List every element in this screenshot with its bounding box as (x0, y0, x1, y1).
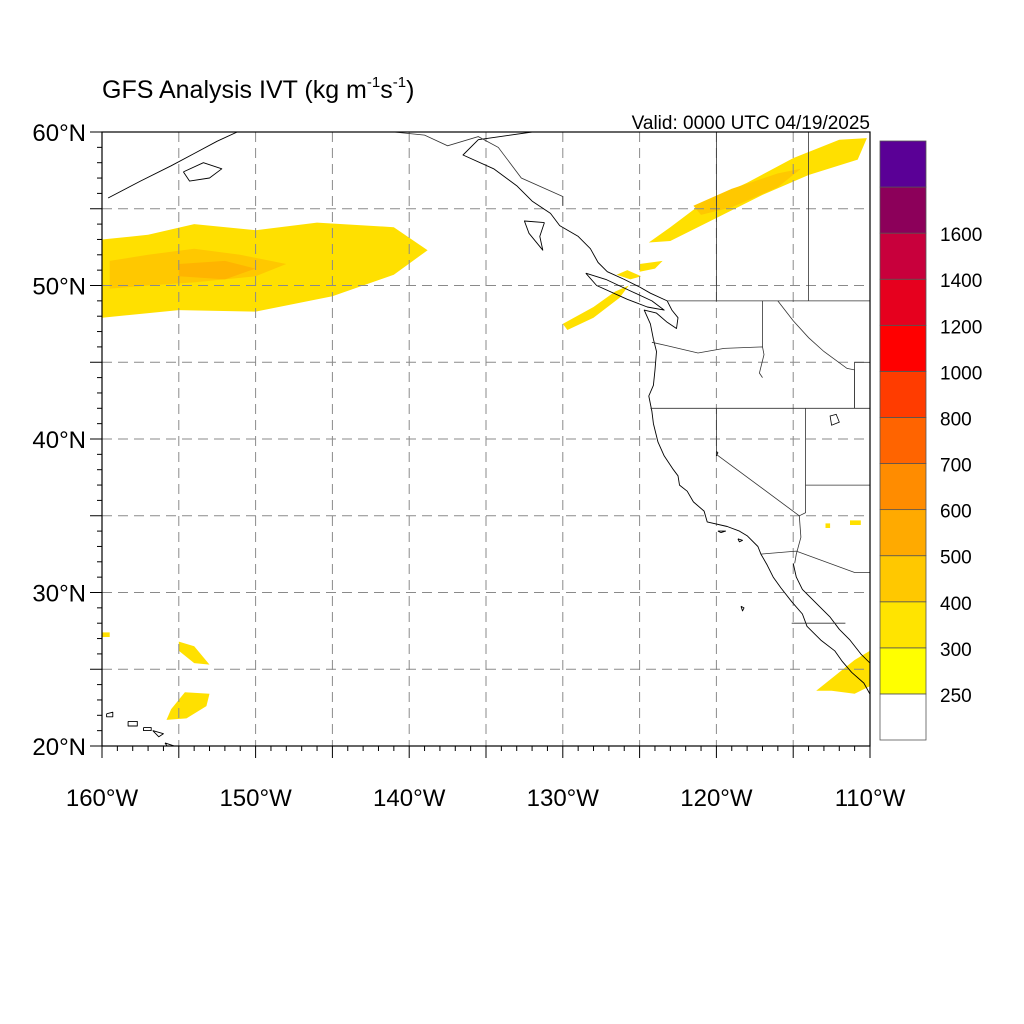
lat-label: 40°N (32, 427, 86, 454)
coastline (106, 711, 114, 718)
axis-ticks (90, 131, 871, 758)
colorbar-swatch (879, 463, 927, 511)
colorbar-swatch (879, 370, 927, 418)
lat-label: 30°N (32, 581, 86, 608)
colorbar-label: 700 (940, 456, 972, 477)
lon-label: 150°W (219, 785, 292, 812)
colorbar-swatch (879, 509, 927, 557)
ivt-region-10 (166, 692, 210, 720)
political-border (799, 408, 806, 517)
ivt-region-13 (825, 523, 831, 528)
ivt-region-6 (562, 285, 629, 330)
colorbar-swatch (879, 278, 927, 326)
ivt-region-2 (178, 260, 256, 280)
ivt-region-4 (693, 168, 801, 215)
ivt-region-9 (178, 641, 210, 665)
coastline (523, 220, 545, 251)
coastline (127, 720, 138, 727)
colorbar-swatch (879, 601, 927, 649)
ivt-region-5 (639, 260, 663, 272)
colorbar-swatch (879, 647, 927, 695)
colorbar-swatch (879, 324, 927, 372)
coastline (462, 132, 870, 702)
colorbar-swatch (879, 555, 927, 603)
lon-label: 110°W (835, 785, 906, 812)
lat-label: 20°N (32, 734, 86, 761)
colorbar-label: 800 (940, 409, 972, 430)
coastline (740, 605, 745, 612)
ivt-region-8 (816, 650, 870, 694)
colorbar-label: 400 (940, 594, 972, 615)
coastline (183, 162, 223, 182)
coastline (164, 742, 176, 746)
colorbar-label: 1600 (940, 225, 982, 246)
colorbar-label: 1400 (940, 271, 982, 292)
lon-label: 140°W (373, 785, 446, 812)
coastlines-layer (106, 132, 870, 746)
political-border (760, 550, 870, 573)
map-title: GFS Analysis IVT (kg m-1s-1) (102, 74, 414, 104)
colorbar-swatch (879, 232, 927, 280)
political-border (393, 132, 564, 206)
coastline (152, 730, 164, 738)
colorbar-swatch (879, 693, 927, 741)
colorbar-label: 500 (940, 548, 972, 569)
lake-outline (829, 413, 840, 426)
coastline (585, 272, 665, 311)
coastline (717, 530, 727, 534)
lat-label: 60°N (32, 120, 86, 147)
lon-label: 120°W (680, 785, 753, 812)
colorbar-label: 1000 (940, 363, 982, 384)
coastline (107, 132, 238, 199)
latitude-labels: 60°N 50°N 40°N 30°N 20°N (32, 120, 86, 761)
colorbar-label: 1200 (940, 317, 982, 338)
colorbar-label: 300 (940, 640, 972, 661)
political-border (716, 408, 802, 555)
lat-label: 50°N (32, 274, 86, 301)
ivt-colorbar: 250 300 400 500 600 700 800 1000 1200 1400 1600 (879, 140, 982, 741)
ivt-shading-layer (102, 138, 870, 720)
lakes-layer (716, 413, 840, 457)
lon-label: 160°W (66, 785, 139, 812)
colorbar-swatch (879, 417, 927, 464)
colorbar-label: 600 (940, 502, 972, 523)
ivt-region-7 (616, 270, 642, 280)
ivt-region-11 (102, 632, 110, 637)
political-borders-layer (393, 132, 870, 624)
coastline (143, 727, 152, 732)
graticule (102, 132, 870, 746)
political-border (794, 554, 797, 564)
coastline (792, 563, 870, 664)
colorbar-swatch (879, 140, 927, 188)
coastline (737, 538, 743, 543)
title-superscript-1: -1 (367, 74, 380, 91)
political-border (777, 300, 855, 409)
political-border (651, 341, 765, 378)
plot-area (102, 132, 870, 746)
title-superscript-2: -1 (393, 74, 406, 91)
lon-label: 130°W (527, 785, 600, 812)
colorbar-label: 250 (940, 686, 972, 707)
ivt-region-12 (850, 520, 861, 525)
longitude-labels: 160°W 150°W 140°W 130°W 120°W 110°W (66, 785, 906, 812)
valid-time-label: Valid: 0000 UTC 04/19/2025 (632, 113, 870, 134)
colorbar-swatch (879, 186, 927, 234)
